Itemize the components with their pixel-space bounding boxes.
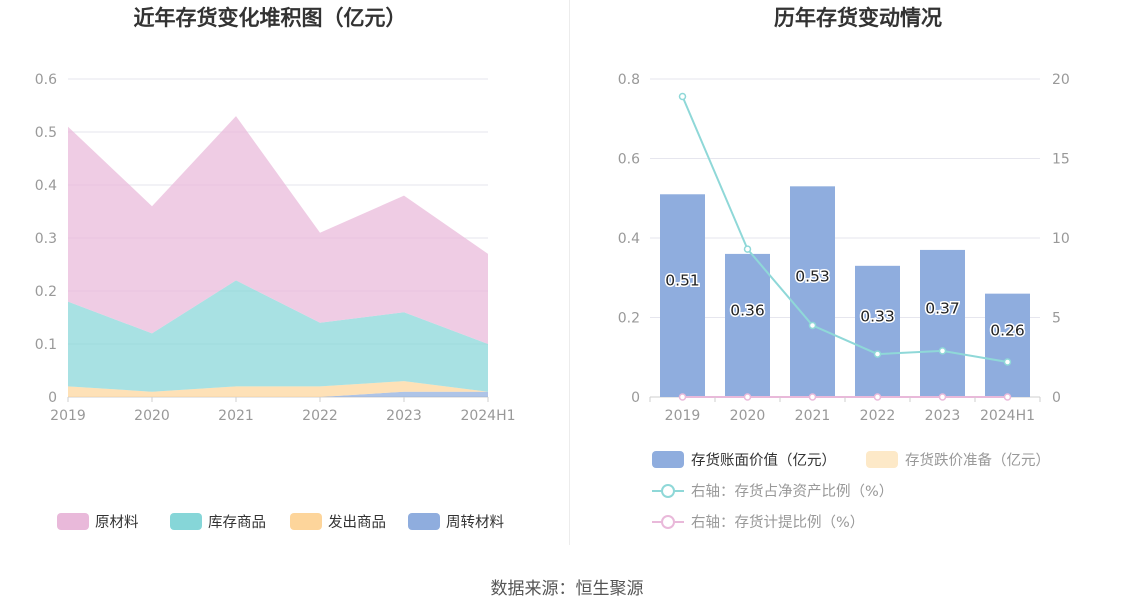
y-tick-label: 0.4 bbox=[35, 178, 57, 194]
panel-divider bbox=[569, 0, 570, 545]
area-series-库存商品 bbox=[68, 280, 488, 392]
line-point bbox=[1003, 393, 1012, 401]
legend-item: 右轴：存货占净资产比例（%） bbox=[652, 483, 893, 500]
legend-swatch bbox=[866, 451, 898, 468]
legend-swatch bbox=[408, 513, 440, 530]
x-tick-label: 2024H1 bbox=[980, 408, 1035, 424]
y-tick-label: 0.4 bbox=[618, 231, 640, 247]
y-tick-label: 0 bbox=[48, 390, 57, 406]
legend-item: 周转材料 bbox=[408, 513, 504, 531]
y-tick-label: 0.1 bbox=[35, 337, 57, 353]
x-tick-label: 2019 bbox=[665, 408, 701, 424]
legend-swatch bbox=[57, 513, 89, 530]
bar-data-label: 0.37 bbox=[925, 299, 960, 317]
y2-tick-label: 10 bbox=[1052, 231, 1070, 247]
line-point bbox=[743, 245, 752, 253]
legend-label: 右轴：存货占净资产比例（%） bbox=[691, 483, 893, 500]
bar-data-label: 0.53 bbox=[795, 268, 830, 286]
x-tick-label: 2021 bbox=[795, 408, 831, 424]
legend-label: 存货账面价值（亿元） bbox=[691, 452, 836, 469]
bar bbox=[985, 293, 1030, 397]
line-point bbox=[808, 321, 817, 330]
legend-marker bbox=[661, 515, 675, 529]
x-tick-label: 2023 bbox=[925, 408, 961, 424]
legend-item: 发出商品 bbox=[290, 513, 386, 531]
bar-data-label: 0.51 bbox=[665, 272, 700, 290]
data-source-note: 数据来源：恒生聚源 bbox=[490, 579, 644, 599]
area-series-发出商品 bbox=[68, 381, 488, 397]
legend-label: 库存商品 bbox=[208, 514, 266, 531]
bar bbox=[790, 186, 835, 397]
bar-data-label: 0.36 bbox=[730, 301, 765, 319]
y2-tick-label: 0 bbox=[1052, 390, 1061, 406]
line-point bbox=[873, 350, 882, 358]
inventory-stacked-area-chart: 近年存货变化堆积图（亿元） 0 0.1 0.2 0.3 0.4 0.5 0.6 2019 2020… bbox=[35, 6, 516, 531]
x-tick-label: 2021 bbox=[218, 408, 254, 424]
line-point bbox=[938, 347, 947, 355]
line-point bbox=[678, 393, 687, 401]
y2-tick-label: 5 bbox=[1052, 311, 1061, 327]
legend-label: 发出商品 bbox=[328, 514, 386, 531]
y-tick-label: 0.3 bbox=[35, 231, 57, 247]
legend-item: 存货账面价值（亿元） bbox=[652, 451, 836, 469]
x-tick-label: 2022 bbox=[302, 408, 338, 424]
legend-label: 原材料 bbox=[95, 514, 139, 531]
bar bbox=[725, 253, 770, 397]
legend-swatch bbox=[290, 513, 322, 530]
bar bbox=[660, 194, 705, 397]
line-point bbox=[873, 393, 882, 401]
line-series bbox=[681, 96, 1008, 364]
y2-tick-label: 20 bbox=[1052, 72, 1070, 88]
x-tick-label: 2022 bbox=[860, 408, 896, 424]
bar bbox=[920, 249, 965, 397]
legend-item: 原材料 bbox=[57, 513, 139, 531]
x-tick-label: 2023 bbox=[386, 408, 422, 424]
legend-item: 存货跌价准备（亿元） bbox=[866, 451, 1050, 469]
bar-data-label: 0.33 bbox=[860, 307, 895, 325]
legend-item: 右轴：存货计提比例（%） bbox=[652, 514, 864, 531]
y-tick-label: 0.8 bbox=[618, 72, 640, 88]
legend-label: 右轴：存货计提比例（%） bbox=[691, 514, 864, 531]
y-tick-label: 0 bbox=[631, 390, 640, 406]
legend-swatch bbox=[170, 513, 202, 530]
x-tick-label: 2024H1 bbox=[460, 408, 515, 424]
inventory-change-bar-chart: 历年存货变动情况 0 0.2 0.4 0.6 0.8 0 5 10 15 20 0.51 0.36 0.5… bbox=[618, 6, 1070, 531]
y-tick-label: 0.6 bbox=[35, 72, 57, 88]
bar bbox=[855, 265, 900, 397]
x-tick-label: 2020 bbox=[134, 408, 170, 424]
y-tick-label: 0.5 bbox=[35, 125, 57, 141]
area-series-周转材料 bbox=[68, 391, 488, 397]
y-tick-label: 0.2 bbox=[618, 311, 640, 327]
chart-title: 近年存货变化堆积图（亿元） bbox=[134, 6, 407, 30]
line-point bbox=[938, 393, 947, 401]
line-point bbox=[678, 92, 687, 101]
bar-data-label: 0.26 bbox=[990, 321, 1025, 339]
line-point bbox=[1003, 358, 1012, 366]
x-tick-label: 2020 bbox=[730, 408, 766, 424]
legend-item: 库存商品 bbox=[170, 513, 266, 531]
x-tick-label: 2019 bbox=[50, 408, 86, 424]
line-point bbox=[743, 393, 752, 401]
legend-label: 存货跌价准备（亿元） bbox=[905, 452, 1050, 469]
y-tick-label: 0.6 bbox=[618, 152, 640, 168]
legend-label: 周转材料 bbox=[446, 514, 504, 531]
area-series-原材料 bbox=[68, 116, 488, 344]
y2-tick-label: 15 bbox=[1052, 152, 1070, 168]
y-tick-label: 0.2 bbox=[35, 284, 57, 300]
legend-swatch bbox=[652, 451, 684, 468]
legend-marker bbox=[661, 484, 675, 498]
line-point bbox=[808, 393, 817, 401]
chart-title: 历年存货变动情况 bbox=[774, 6, 942, 30]
